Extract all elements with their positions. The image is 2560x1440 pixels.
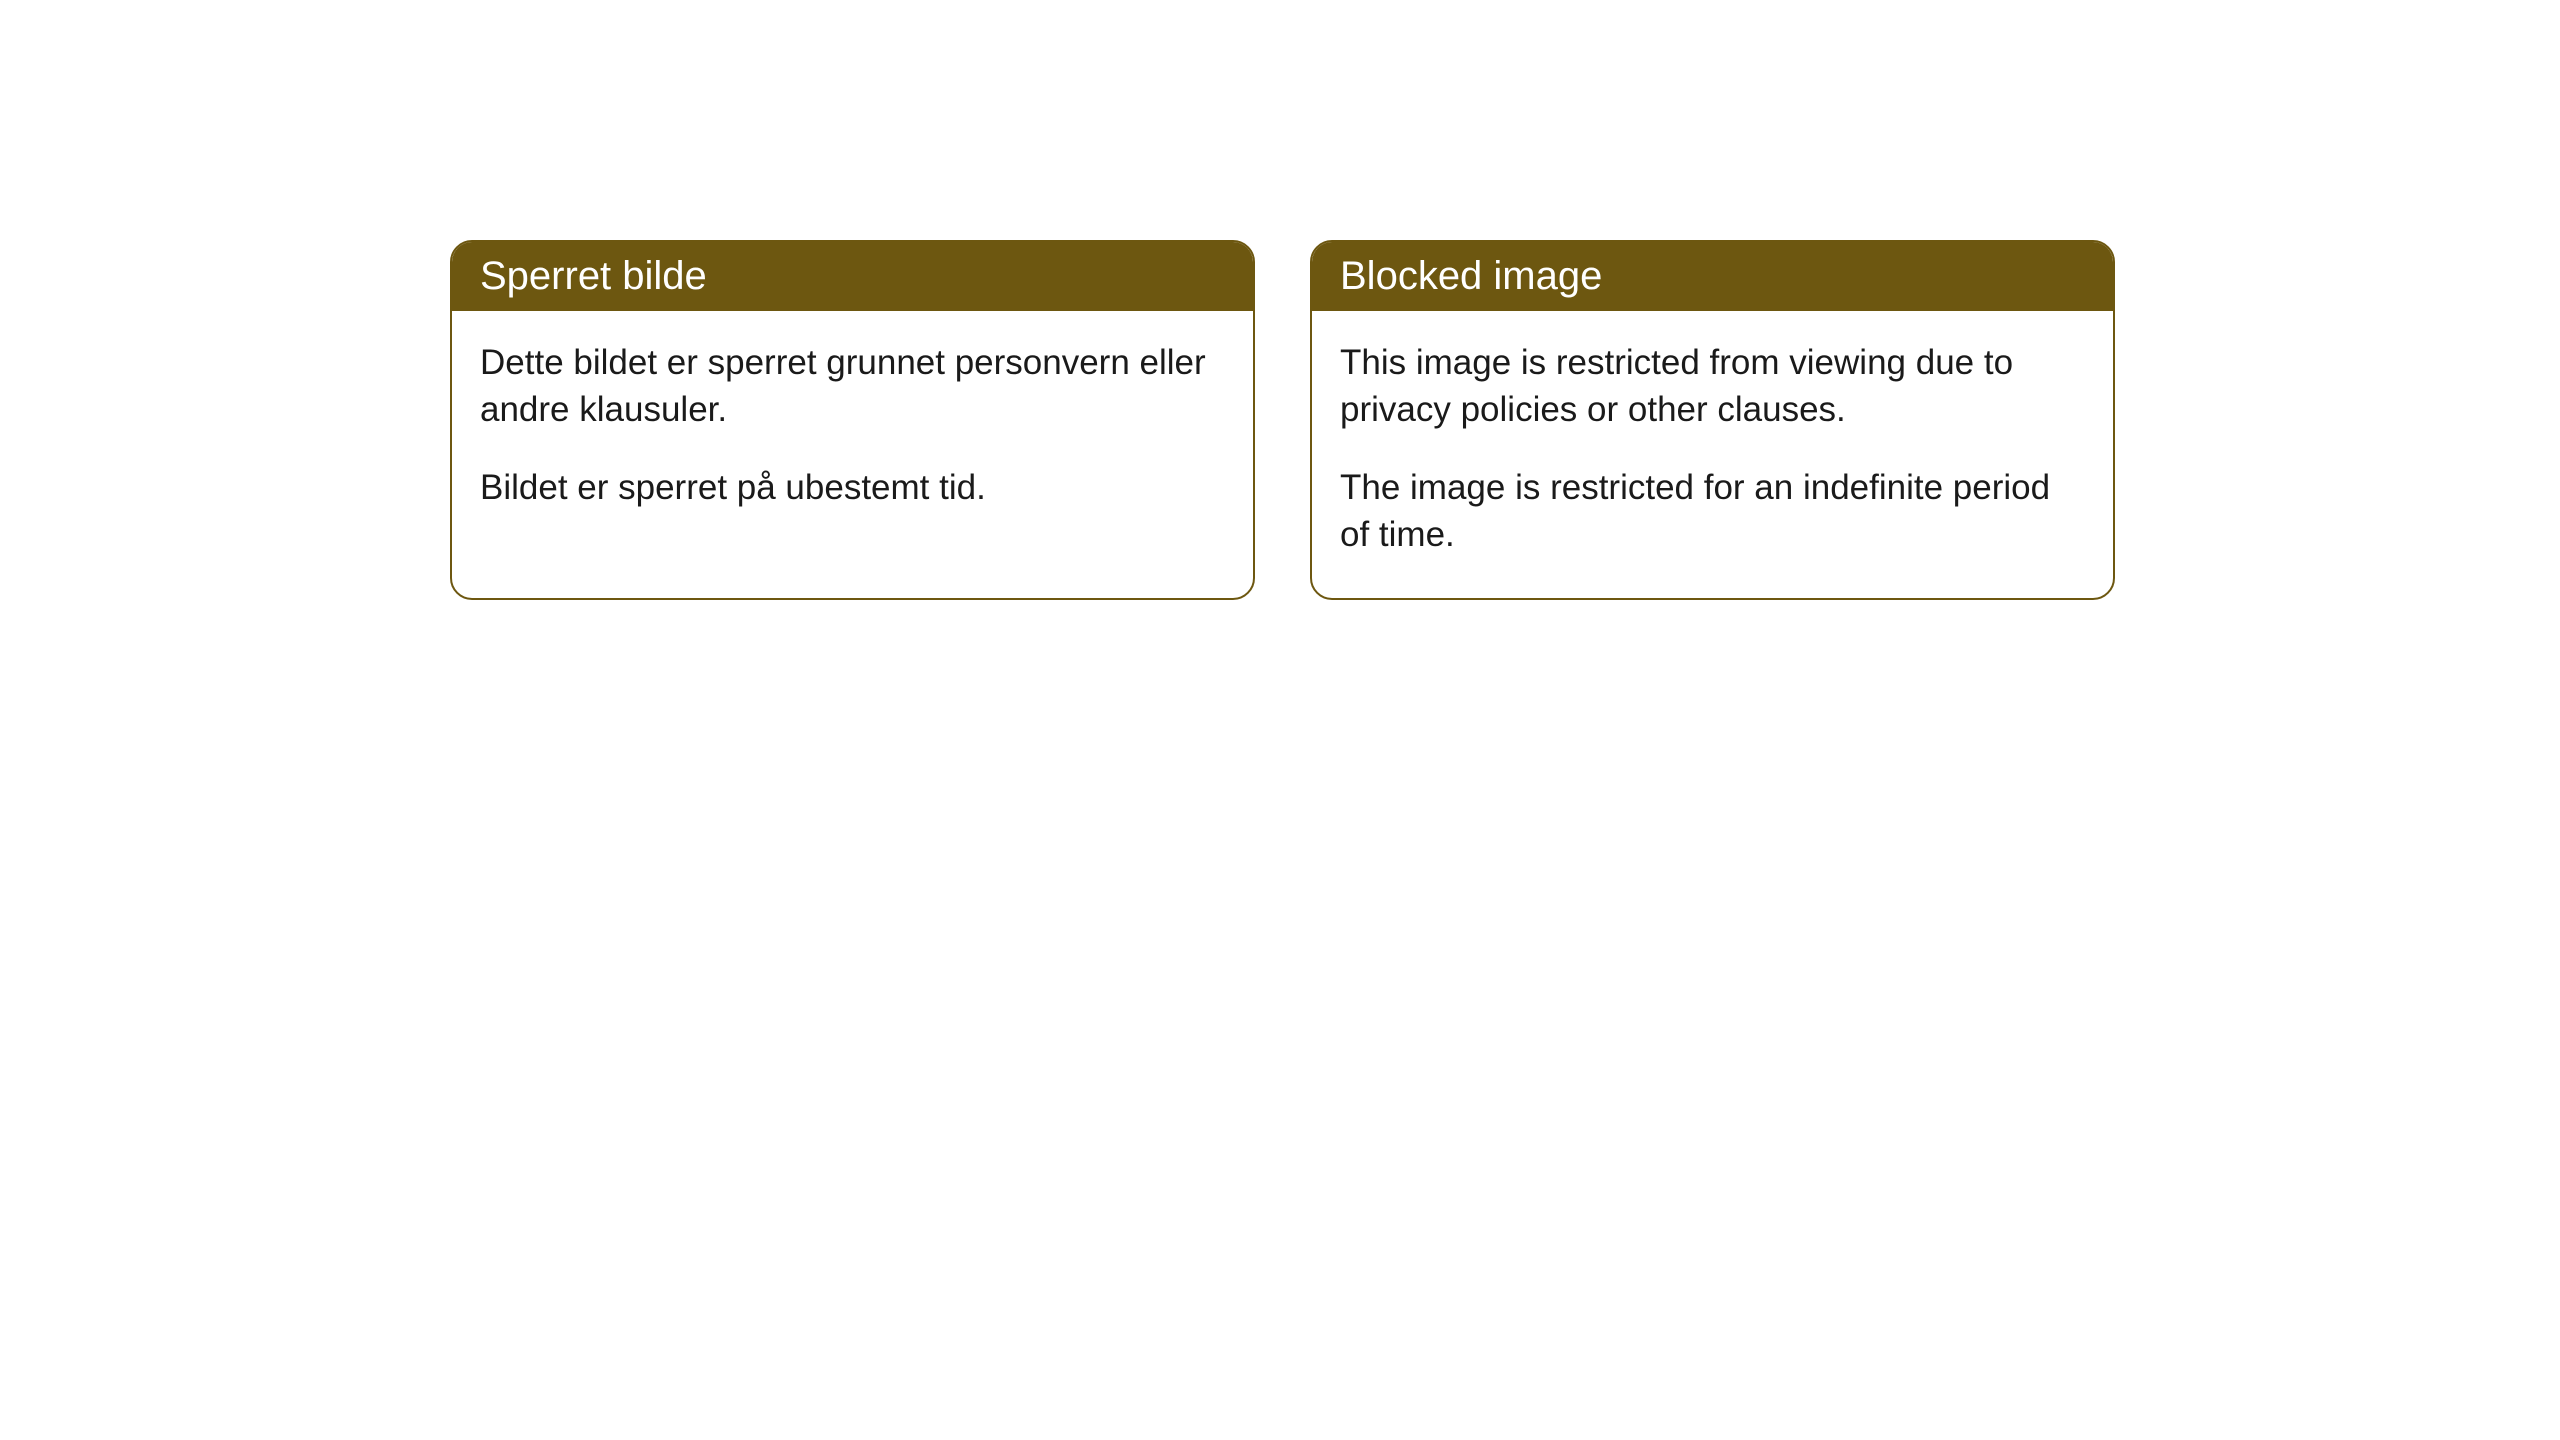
- card-header: Sperret bilde: [452, 242, 1253, 311]
- notice-cards-container: Sperret bilde Dette bildet er sperret gr…: [450, 240, 2560, 600]
- notice-card-norwegian: Sperret bilde Dette bildet er sperret gr…: [450, 240, 1255, 600]
- notice-card-english: Blocked image This image is restricted f…: [1310, 240, 2115, 600]
- notice-text-1: Dette bildet er sperret grunnet personve…: [480, 339, 1225, 434]
- card-body: Dette bildet er sperret grunnet personve…: [452, 311, 1253, 551]
- notice-text-2: The image is restricted for an indefinit…: [1340, 464, 2085, 559]
- notice-text-1: This image is restricted from viewing du…: [1340, 339, 2085, 434]
- card-body: This image is restricted from viewing du…: [1312, 311, 2113, 598]
- card-header: Blocked image: [1312, 242, 2113, 311]
- notice-text-2: Bildet er sperret på ubestemt tid.: [480, 464, 1225, 511]
